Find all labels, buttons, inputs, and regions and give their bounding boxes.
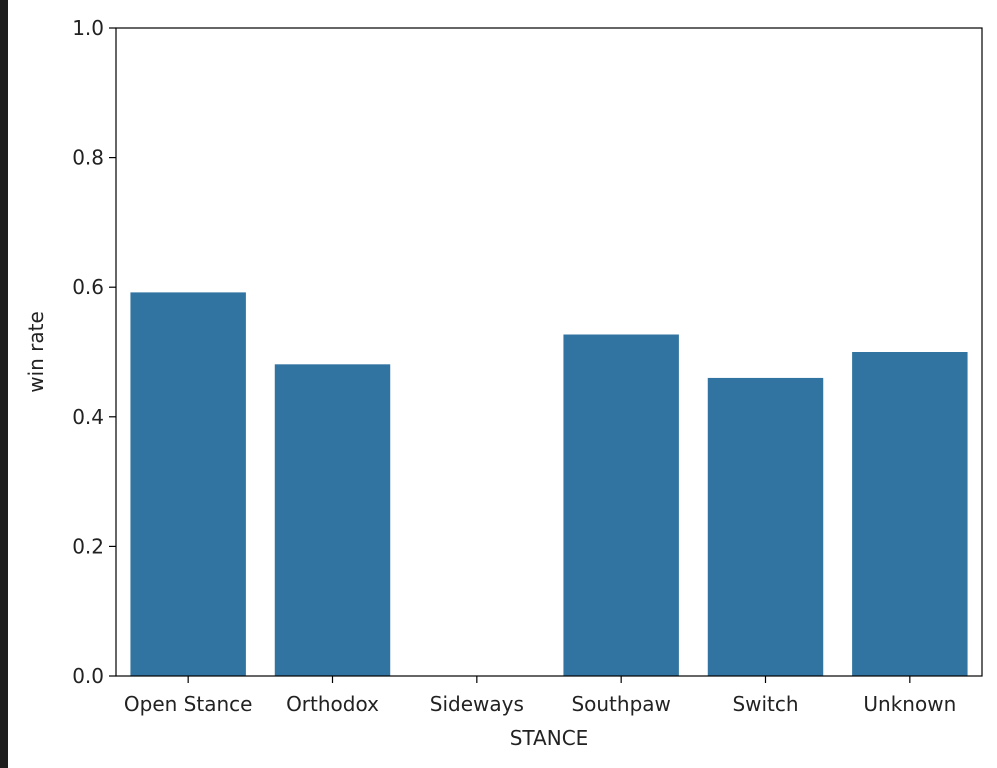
- x-tick-label: Southpaw: [571, 692, 670, 716]
- y-axis-label: win rate: [24, 311, 48, 393]
- y-tick-label: 0.4: [72, 405, 104, 429]
- bar-chart: 0.0 0.2 0.4 0.6 0.8 1.0 Open Stance Orthodox Si…: [24, 16, 983, 750]
- x-tick-label: Switch: [732, 692, 798, 716]
- y-tick-label: 0.0: [72, 664, 104, 688]
- x-axis-label: STANCE: [510, 726, 589, 750]
- x-tick-label: Orthodox: [286, 692, 379, 716]
- y-tick-label: 1.0: [72, 16, 104, 40]
- y-tick-label: 0.2: [72, 534, 104, 558]
- y-tick-label: 0.6: [72, 275, 104, 299]
- chart-frame: 0.0 0.2 0.4 0.6 0.8 1.0 Open Stance Orthodox Si…: [8, 0, 997, 768]
- y-tick-label: 0.8: [72, 146, 104, 170]
- bar-southpaw: [563, 334, 679, 676]
- bars: [130, 292, 968, 676]
- bar-unknown: [852, 352, 968, 676]
- plot-area-frame: [115, 27, 983, 677]
- bar-open-stance: [130, 292, 246, 676]
- bar-orthodox: [274, 364, 391, 676]
- x-tick-label: Unknown: [863, 692, 956, 716]
- y-axis-ticks: 0.0 0.2 0.4 0.6 0.8 1.0: [72, 16, 116, 688]
- x-tick-label: Sideways: [430, 692, 524, 716]
- bar-switch: [707, 377, 824, 676]
- x-axis-ticks: Open Stance Orthodox Sideways Southpaw Switc…: [124, 676, 956, 716]
- x-tick-label: Open Stance: [124, 692, 253, 716]
